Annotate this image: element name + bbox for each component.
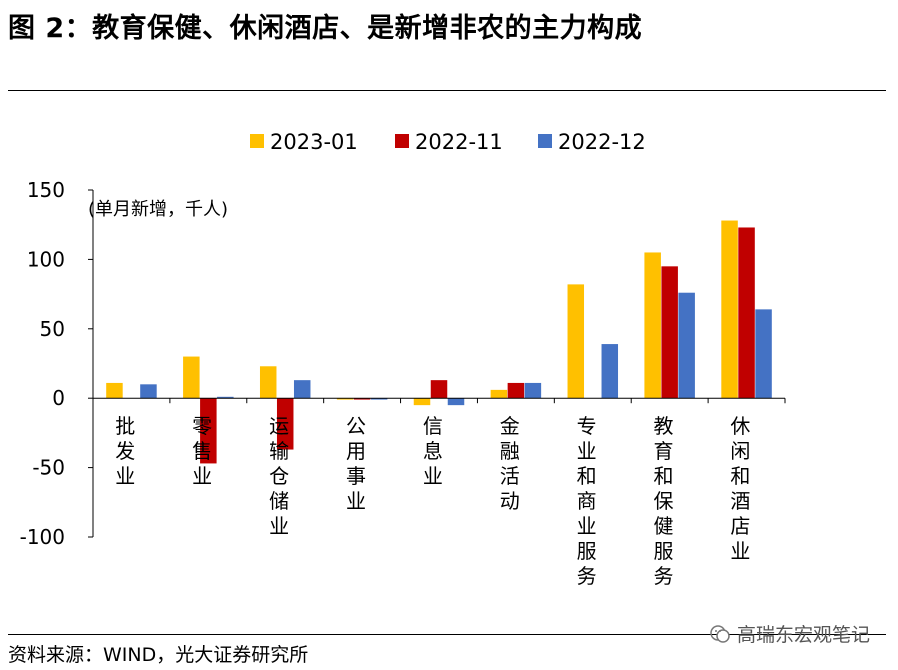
bar-2022-11-7 — [661, 266, 678, 399]
legend-swatch-2022-12 — [538, 134, 552, 148]
title-divider — [8, 90, 886, 91]
y-tick-label-150: 150 — [27, 178, 65, 202]
y-tick-label-0: 0 — [52, 386, 65, 410]
y-tick-label--50: -50 — [32, 456, 65, 480]
bar-2023-01-7 — [644, 252, 661, 399]
wechat-icon — [710, 624, 730, 643]
chart-title: 图 2：教育保健、休闲酒店、是新增非农的主力构成 — [8, 13, 643, 44]
legend-label-2022-12: 2022-12 — [558, 130, 646, 154]
bar-2022-12-5 — [524, 382, 542, 399]
legend: 2023-01 2022-11 2022-12 — [250, 130, 646, 154]
bar-2023-01-0 — [106, 382, 123, 399]
x-axis — [93, 397, 786, 404]
legend-swatch-2023-01 — [250, 134, 264, 148]
bar-2023-01-6 — [567, 284, 585, 399]
category-label-7: 教育和保健服务 — [654, 414, 674, 588]
bars — [106, 220, 772, 464]
bar-2022-11-4 — [430, 380, 448, 399]
bar-2023-01-5 — [490, 389, 508, 399]
category-label-6: 专业和商业服务 — [577, 414, 597, 588]
y-tick-label-50: 50 — [40, 317, 65, 341]
y-tick-label--100: -100 — [20, 525, 65, 549]
bar-2023-01-8 — [721, 220, 738, 399]
watermark-text: 高瑞东宏观笔记 — [736, 624, 870, 646]
bar-2022-11-1 — [200, 398, 217, 464]
category-label-5: 金融活动 — [500, 414, 520, 513]
category-label-4: 信息业 — [423, 414, 443, 488]
bar-2023-01-2 — [259, 366, 277, 399]
bar-2023-01-1 — [183, 356, 200, 399]
category-labels: 批发业 零售业 运输仓储业 公用事业 信息业 金融活动 专业和商业服务 教育和保健服务 休闲和酒… — [115, 414, 750, 588]
category-label-0: 批发业 — [115, 414, 135, 488]
y-axis: 150 100 50 0 -50 -100 — [20, 178, 94, 549]
unit-note: (单月新增，千人) — [88, 199, 228, 220]
bar-2022-11-3 — [353, 398, 371, 400]
bar-2022-12-6 — [601, 344, 619, 399]
bar-2022-12-0 — [140, 384, 157, 399]
bar-2022-11-2 — [276, 398, 294, 450]
bar-2023-01-4 — [413, 398, 431, 406]
legend-label-2022-11: 2022-11 — [415, 130, 503, 154]
bar-2022-12-4 — [447, 398, 465, 406]
bar-2023-01-3 — [336, 398, 354, 400]
category-label-2: 运输仓储业 — [269, 414, 289, 538]
watermark: 高瑞东宏观笔记 — [709, 620, 870, 647]
bar-2022-12-3 — [370, 398, 388, 400]
footer-divider — [8, 634, 886, 635]
legend-swatch-2022-11 — [395, 134, 409, 148]
bar-2022-12-8 — [755, 309, 772, 399]
source-note: 资料来源：WIND，光大证券研究所 — [8, 644, 309, 666]
bar-2022-11-5 — [507, 382, 525, 399]
legend-label-2023-01: 2023-01 — [270, 130, 358, 154]
category-label-1: 零售业 — [192, 414, 212, 488]
bar-2022-11-8 — [738, 227, 755, 399]
category-label-8: 休闲和酒店业 — [730, 414, 750, 563]
bar-2022-12-7 — [678, 292, 695, 399]
bar-2022-12-1 — [217, 396, 234, 399]
bar-2022-12-2 — [293, 380, 311, 399]
category-label-3: 公用事业 — [346, 414, 366, 513]
bar-chart: 2023-01 2022-11 2022-12 (单月新增，千人) 150 100 50… — [20, 130, 786, 588]
y-tick-label-100: 100 — [27, 247, 65, 271]
